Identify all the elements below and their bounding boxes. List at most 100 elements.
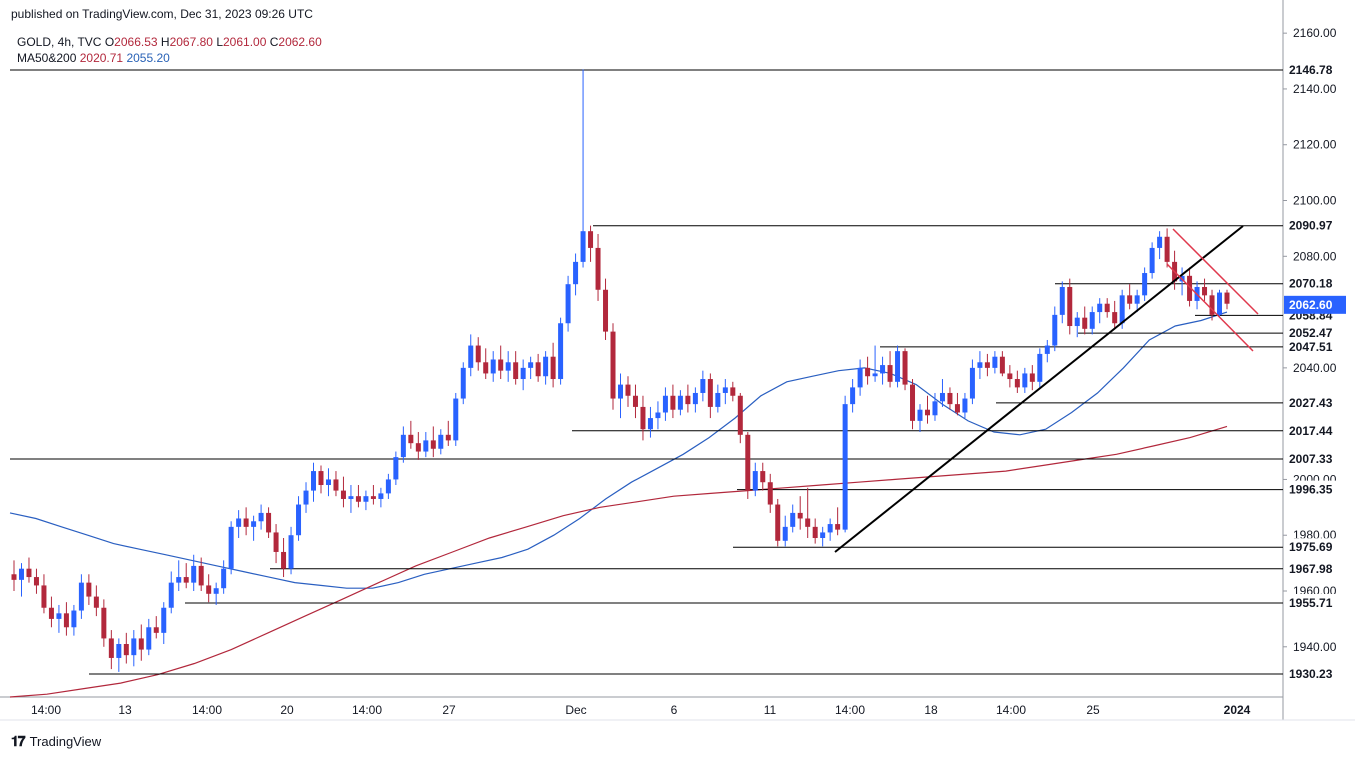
candle-body: [1044, 345, 1050, 354]
level-label: 2047.51: [1289, 340, 1333, 354]
candle-body: [962, 398, 968, 413]
candle-body: [737, 395, 743, 435]
candle-body: [865, 367, 871, 377]
ma50-value: 2020.71: [79, 51, 124, 65]
candle-body: [924, 409, 930, 416]
candle-body: [543, 356, 549, 377]
candle-body: [984, 362, 990, 368]
candle-body: [453, 398, 459, 441]
level-label: 2090.97: [1289, 219, 1333, 233]
candle-body: [1014, 379, 1020, 388]
candle-body: [1104, 303, 1110, 313]
candle-body: [1134, 295, 1140, 304]
x-tick-label: 2024: [1224, 703, 1251, 717]
candle-body: [902, 351, 908, 385]
candle-body: [715, 392, 721, 407]
candle-body: [580, 231, 586, 262]
open-value: 2066.53: [114, 35, 158, 49]
footer-brand: 𝟏𝟕 TradingView: [11, 733, 101, 750]
y-tick-label: 2040.00: [1293, 361, 1337, 375]
candle-body: [71, 610, 77, 628]
candle-body: [550, 356, 556, 380]
candle-body: [93, 596, 99, 608]
candle-body: [56, 613, 62, 619]
level-label-bg: [1284, 538, 1346, 557]
level-label: 2146.78: [1289, 63, 1333, 77]
candle-body: [977, 362, 983, 368]
candle-body: [430, 440, 436, 449]
y-tick-label: 1940.00: [1293, 640, 1337, 654]
drawings: [834, 225, 1259, 553]
candle-body: [1074, 317, 1080, 327]
x-tick-label: 6: [671, 703, 678, 717]
candle-body: [1164, 236, 1170, 262]
brand-name: TradingView: [29, 734, 102, 749]
candle-body: [588, 231, 594, 248]
candle-body: [116, 644, 122, 658]
open-letter: O: [104, 35, 115, 49]
candle-body: [685, 395, 691, 405]
published-header: published on TradingView.com, Dec 31, 20…: [11, 7, 313, 21]
candle-body: [63, 613, 69, 628]
candle-body: [468, 345, 474, 368]
candle-body: [1217, 292, 1223, 315]
y-tick-label: 2100.00: [1293, 194, 1337, 208]
ma-row: MA50&200 2020.71 2055.20: [17, 50, 322, 66]
candle-body: [258, 512, 264, 522]
candle-body: [1037, 353, 1043, 382]
candle-body: [707, 379, 713, 407]
candle-body: [400, 434, 406, 458]
chart-legend: GOLD, 4h, TVC O2066.53 H2067.80 L2061.00…: [17, 34, 322, 66]
level-label-bg: [1284, 593, 1346, 612]
moving-average-lines: [9, 311, 1228, 698]
level-label: 1967.98: [1289, 562, 1333, 576]
candle-body: [131, 638, 137, 656]
candle-body: [1007, 373, 1013, 380]
candle-body: [303, 490, 309, 505]
candle-body: [146, 627, 152, 650]
candle-body: [33, 577, 39, 586]
level-label-bg: [1284, 480, 1346, 499]
candle-body: [692, 392, 698, 405]
candle-body: [520, 367, 526, 380]
trend-line: [834, 225, 1244, 553]
candle-body: [842, 404, 848, 530]
level-label-bg: [1284, 61, 1346, 80]
current-price-label: 2062.60: [1289, 298, 1333, 312]
candle-body: [932, 401, 938, 416]
candle-body: [1067, 286, 1073, 327]
candle-body: [992, 356, 998, 368]
candle-body: [730, 387, 736, 396]
candle-body: [161, 607, 167, 633]
candle-body: [917, 409, 923, 421]
level-label-bg: [1284, 216, 1346, 235]
tradingview-logo-icon: 𝟏𝟕: [11, 733, 26, 749]
candle-body: [535, 362, 541, 377]
candle-body: [565, 284, 571, 324]
candle-body: [340, 490, 346, 499]
price-axis: 2160.00 2140.00 2120.00 2100.00 2080.00 2040.…: [1283, 26, 1346, 684]
candle-body: [153, 627, 159, 633]
level-label-bg: [1284, 449, 1346, 468]
candle-body: [820, 532, 826, 539]
x-tick-label: 20: [280, 703, 294, 717]
candle-body: [805, 518, 811, 527]
ma200-value: 2055.20: [126, 51, 170, 65]
candle-body: [1187, 275, 1193, 301]
level-label-bg: [1284, 274, 1346, 293]
candle-body: [655, 412, 661, 419]
candle-body: [954, 404, 960, 413]
candle-body: [378, 493, 384, 499]
x-tick-label: 13: [118, 703, 132, 717]
candle-body: [1224, 292, 1230, 304]
candle-body: [86, 582, 92, 597]
x-tick-label: 11: [764, 703, 777, 717]
candle-body: [363, 496, 369, 502]
candle-body: [236, 518, 242, 527]
x-tick-label: 14:00: [31, 703, 61, 717]
candle-body: [48, 607, 54, 619]
candle-body: [333, 479, 339, 491]
high-value: 2067.80: [169, 35, 213, 49]
current-price-tag: [1284, 295, 1346, 314]
